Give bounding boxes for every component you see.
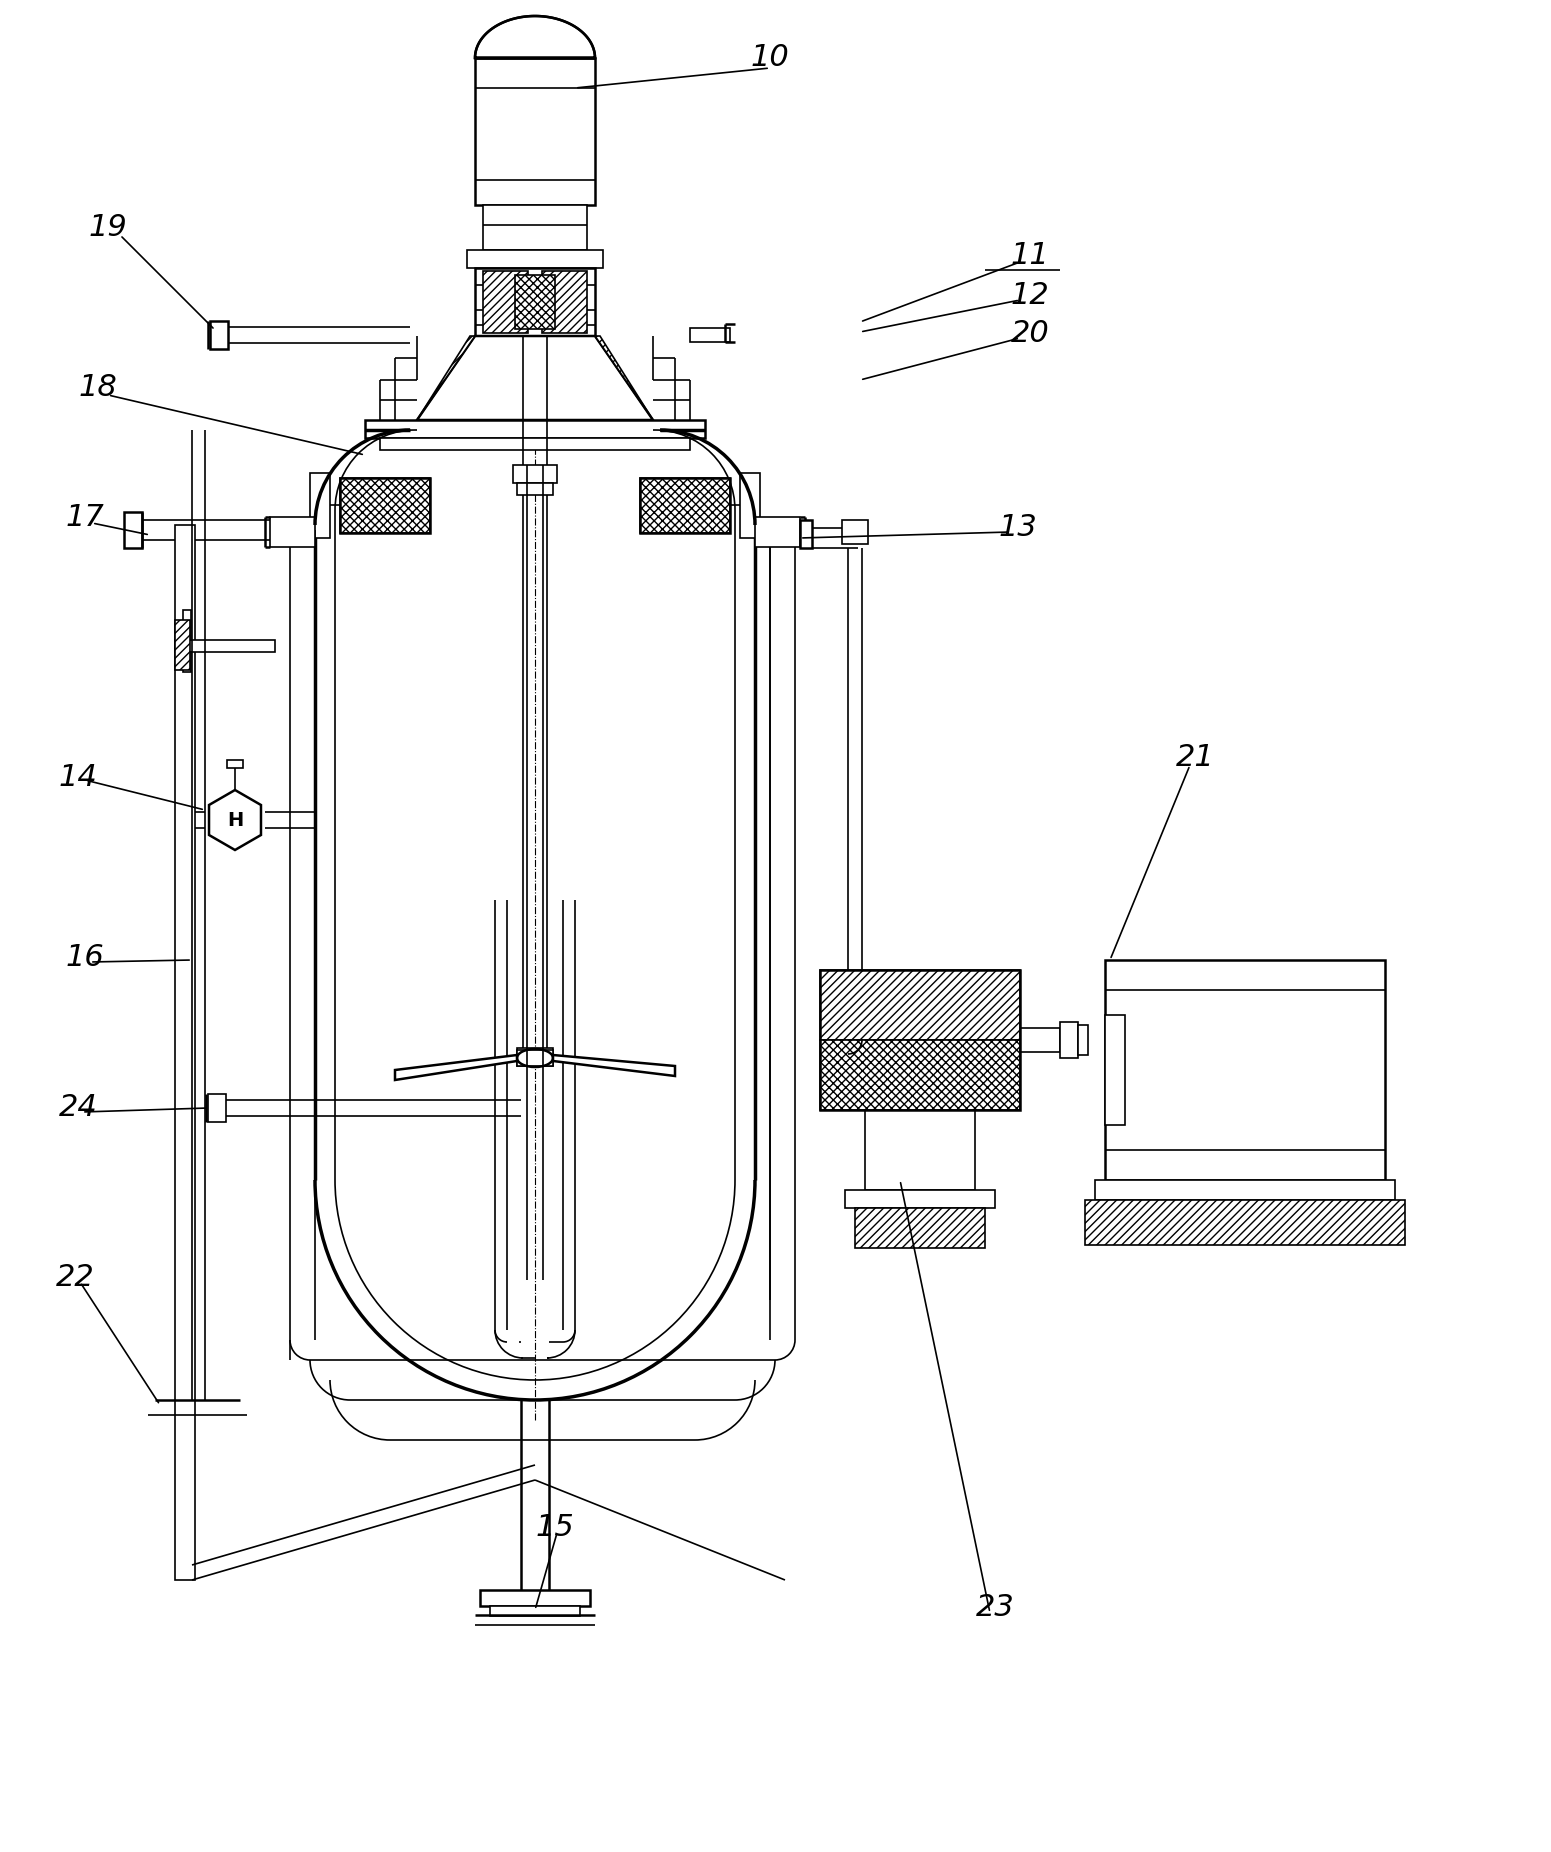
Text: H: H xyxy=(226,811,244,830)
Text: 19: 19 xyxy=(88,213,127,243)
Bar xyxy=(755,517,800,546)
Bar xyxy=(516,1048,554,1067)
Bar xyxy=(740,472,760,537)
Bar xyxy=(310,472,330,537)
Bar xyxy=(226,759,244,769)
Bar xyxy=(183,609,191,641)
Bar xyxy=(1021,1028,1059,1052)
Bar xyxy=(1095,1180,1394,1200)
Bar xyxy=(820,970,1021,1041)
Bar xyxy=(490,1606,580,1617)
Bar xyxy=(513,465,557,483)
Bar xyxy=(175,641,275,652)
Text: 21: 21 xyxy=(1176,743,1214,772)
Text: 17: 17 xyxy=(65,504,104,533)
Bar xyxy=(380,439,690,450)
Text: 13: 13 xyxy=(999,513,1038,543)
Polygon shape xyxy=(475,17,596,57)
Bar xyxy=(820,970,1021,1109)
Bar xyxy=(467,250,603,269)
Bar xyxy=(479,1591,589,1606)
Bar xyxy=(209,320,228,348)
Bar xyxy=(800,520,813,548)
Bar xyxy=(515,274,555,330)
Bar xyxy=(208,1095,226,1122)
Bar xyxy=(364,420,706,439)
Text: 14: 14 xyxy=(59,763,98,793)
Polygon shape xyxy=(554,1056,675,1076)
Text: 24: 24 xyxy=(59,1093,98,1122)
Bar xyxy=(340,478,430,533)
Text: 12: 12 xyxy=(1011,280,1050,309)
Text: 23: 23 xyxy=(976,1593,1014,1622)
Bar xyxy=(183,652,191,672)
Polygon shape xyxy=(209,791,261,850)
Bar xyxy=(516,1050,554,1067)
Text: 16: 16 xyxy=(65,943,104,972)
Bar xyxy=(175,524,195,1580)
Text: 20: 20 xyxy=(1011,319,1050,348)
Polygon shape xyxy=(417,335,653,420)
Bar xyxy=(475,269,596,335)
Text: 18: 18 xyxy=(79,374,118,402)
Bar xyxy=(1104,1015,1124,1124)
Bar xyxy=(475,57,596,206)
Bar xyxy=(820,1041,1021,1109)
Polygon shape xyxy=(596,335,653,420)
Text: 22: 22 xyxy=(56,1263,95,1293)
Bar xyxy=(1059,1022,1078,1057)
Bar xyxy=(541,270,586,333)
Bar xyxy=(855,1208,985,1248)
Bar xyxy=(516,483,554,494)
Bar xyxy=(641,478,731,533)
Bar xyxy=(690,328,731,343)
Bar xyxy=(340,478,430,533)
Text: 11: 11 xyxy=(1011,241,1050,270)
Bar xyxy=(175,620,191,670)
Bar xyxy=(865,1109,976,1191)
Polygon shape xyxy=(396,1056,516,1080)
Text: 10: 10 xyxy=(751,43,789,72)
Bar xyxy=(842,520,869,544)
Bar xyxy=(641,478,731,533)
Bar xyxy=(124,511,143,548)
Bar xyxy=(482,206,586,250)
Bar xyxy=(1104,959,1385,1180)
Bar xyxy=(845,1191,996,1208)
Polygon shape xyxy=(417,335,475,420)
Text: 15: 15 xyxy=(535,1513,574,1543)
Bar xyxy=(1078,1024,1087,1056)
Bar xyxy=(482,270,527,333)
Bar xyxy=(1086,1200,1405,1245)
Bar xyxy=(270,517,315,546)
